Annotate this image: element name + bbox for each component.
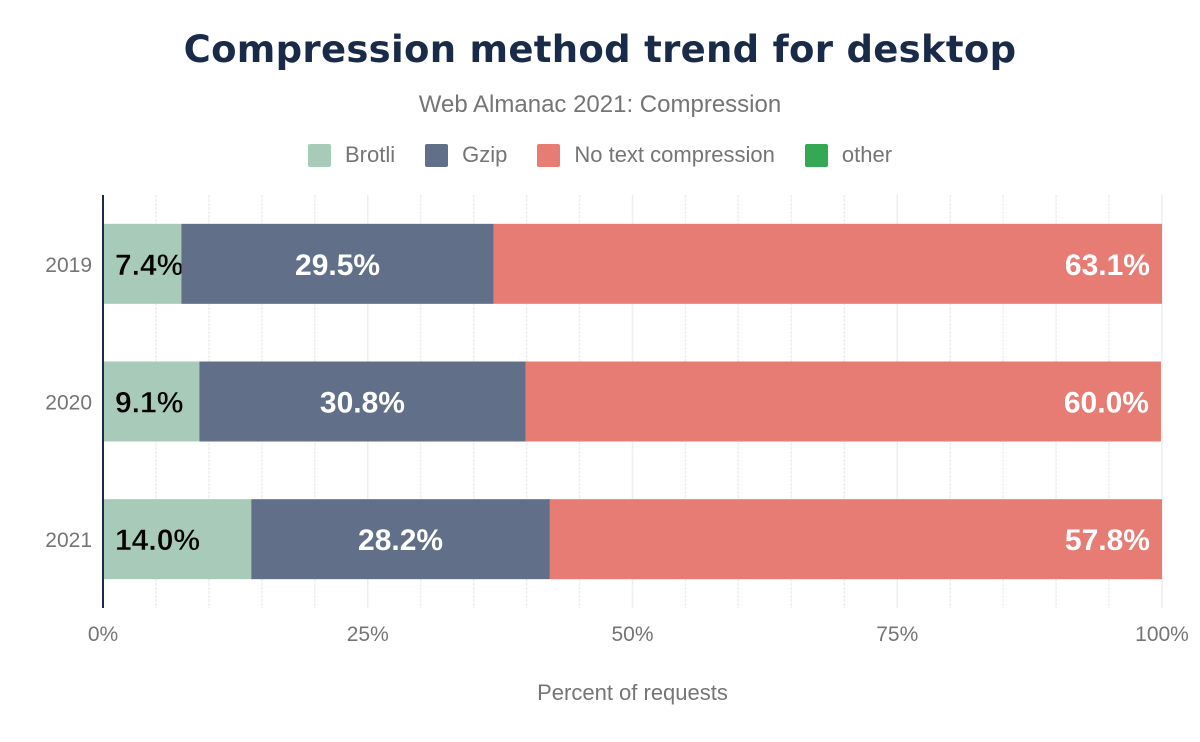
legend-swatch — [537, 143, 561, 167]
chart-title: Compression method trend for desktop — [183, 28, 1017, 71]
legend-swatch — [425, 143, 449, 167]
bar-segment-brotli — [103, 361, 200, 442]
data-label: 63.1% — [1065, 249, 1150, 282]
data-label: 29.5% — [295, 249, 380, 282]
legend-swatch — [804, 143, 828, 167]
data-label: 28.2% — [358, 524, 443, 557]
legend-item-gzip[interactable]: Gzip — [425, 142, 507, 168]
bar-segment-brotli — [103, 499, 252, 580]
data-label: 30.8% — [320, 387, 405, 420]
legend-swatch — [307, 143, 331, 167]
legend: Brotli Gzip No text compression other — [0, 142, 1200, 168]
legend-item-brotli[interactable]: Brotli — [307, 142, 396, 168]
legend-item-no-compression[interactable]: No text compression — [537, 142, 775, 168]
x-tick-label: 0% — [88, 623, 118, 646]
y-category-label: 2021 — [45, 529, 92, 552]
bar-segment-no-text-compression — [525, 361, 1161, 442]
legend-label: No text compression — [574, 142, 775, 167]
legend-item-other[interactable]: other — [804, 142, 893, 168]
data-label: 60.0% — [1064, 387, 1149, 420]
data-label: 7.4% — [115, 249, 183, 282]
chart-subtitle: Web Almanac 2021: Compression — [418, 91, 782, 118]
bar-segment-brotli — [103, 223, 182, 304]
x-tick-label: 75% — [876, 623, 918, 646]
x-axis-label: Percent of requests — [537, 680, 728, 705]
y-category-label: 2019 — [45, 254, 92, 277]
bar-segment-gzip — [251, 499, 550, 580]
data-label: 57.8% — [1065, 524, 1150, 557]
x-tick-label: 25% — [347, 623, 389, 646]
legend-label: other — [841, 142, 893, 167]
data-label: 14.0% — [115, 524, 200, 557]
bar-segment-no-text-compression — [549, 499, 1162, 580]
legend-label: Gzip — [462, 142, 508, 167]
x-tick-label: 50% — [611, 623, 653, 646]
y-category-label: 2020 — [45, 392, 92, 415]
bar-segment-gzip — [181, 223, 494, 304]
bar-segment-gzip — [199, 361, 526, 442]
legend-label: Brotli — [344, 142, 396, 167]
data-label: 9.1% — [115, 387, 183, 420]
x-tick-label: 100% — [1135, 623, 1189, 646]
bar-segment-no-text-compression — [493, 223, 1162, 304]
